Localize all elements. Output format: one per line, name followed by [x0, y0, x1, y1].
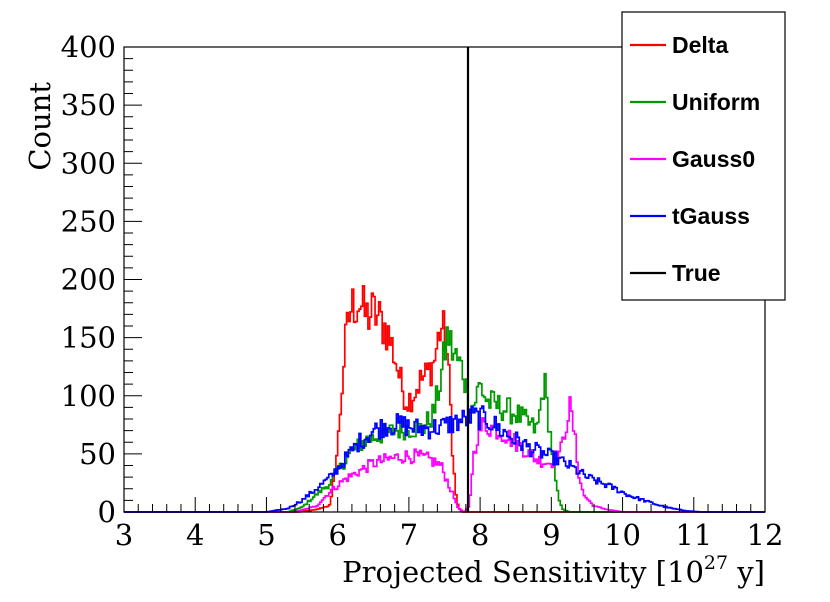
- x-axis-label-main: Projected Sensitivity [10: [342, 555, 704, 589]
- legend-label-delta: Delta: [672, 32, 728, 58]
- y-tick-label: 400: [61, 30, 116, 64]
- x-tick-label: 5: [257, 518, 275, 552]
- x-axis-label-exponent: 27: [704, 552, 728, 574]
- legend: Delta Uniform Gauss0 tGauss True: [621, 11, 786, 301]
- y-tick-label: 150: [61, 321, 116, 355]
- y-tick-label: 300: [61, 146, 116, 180]
- x-axis-label: Projected Sensitivity [1027 y]: [342, 552, 765, 589]
- x-tick-label: 8: [471, 518, 489, 552]
- legend-label-uniform: Uniform: [672, 89, 760, 115]
- legend-box: [621, 11, 786, 301]
- series-tgauss-histogram: [124, 405, 765, 513]
- x-tick-label: 4: [186, 518, 204, 552]
- y-tick-label: 200: [61, 263, 116, 297]
- x-tick-label: 10: [604, 518, 641, 552]
- series-gauss0-histogram: [124, 396, 765, 513]
- x-tick-label: 11: [675, 518, 712, 552]
- y-tick-label: 0: [98, 495, 116, 529]
- y-tick-label: 250: [61, 204, 116, 238]
- y-axis-label: Count: [23, 82, 57, 171]
- x-tick-label: 6: [328, 518, 346, 552]
- legend-label-tgauss: tGauss: [672, 203, 750, 229]
- axis-ticks: [123, 46, 766, 513]
- x-tick-label: 9: [542, 518, 560, 552]
- x-tick-label: 3: [115, 518, 133, 552]
- legend-label-true: True: [672, 260, 721, 286]
- x-axis-label-unit: y]: [728, 555, 765, 589]
- legend-label-gauss0: Gauss0: [672, 146, 755, 172]
- y-tick-label: 100: [61, 379, 116, 413]
- y-tick-label: 50: [79, 437, 116, 471]
- x-tick-label: 7: [400, 518, 418, 552]
- y-tick-label: 350: [61, 88, 116, 122]
- x-tick-label: 12: [747, 518, 784, 552]
